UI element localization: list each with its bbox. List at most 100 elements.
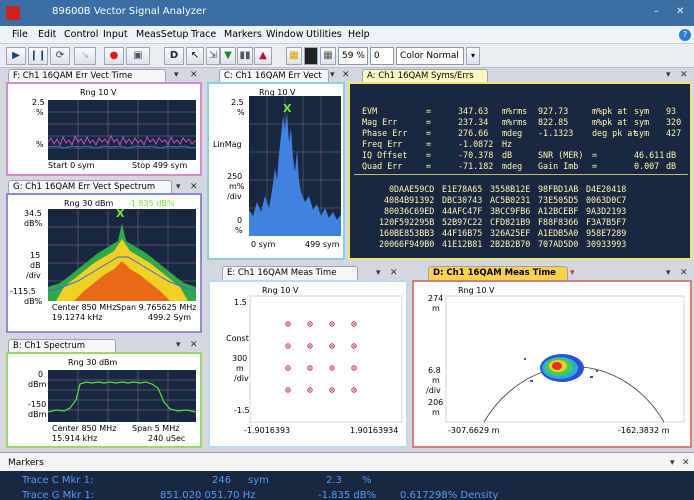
tab-f-err-vect-time[interactable]: F: Ch1 16QAM Err Vect Time	[8, 69, 166, 83]
step-icon[interactable]: ↘	[74, 47, 96, 65]
panel-b-time: 240 uSec	[148, 434, 186, 443]
constellation-point-center	[287, 323, 289, 325]
evm-metric-cell: mdeg	[502, 128, 523, 138]
evm-metric-cell: =	[426, 128, 432, 138]
panel-c-menu-icon[interactable]: ▾	[330, 70, 335, 80]
evm-metric-cell: 427	[666, 128, 682, 138]
constellation-point-center	[287, 367, 289, 369]
pointer-icon[interactable]: ↖	[186, 47, 204, 65]
tab-b-spectrum[interactable]: B: Ch1 Spectrum	[8, 339, 116, 353]
panel-d-menu-icon[interactable]: ▾	[666, 268, 671, 278]
panel-d-close-icon[interactable]: ✕	[680, 268, 688, 278]
panel-g-plot[interactable]	[8, 195, 200, 331]
constellation-point	[351, 365, 357, 371]
restart-icon[interactable]: ⟳	[50, 47, 70, 65]
panel-a-syms-errs: EVM = 347.63 m%rms 927.73 m%pk at sym 93 Mag Err…	[348, 82, 692, 260]
panel-b-rbw: 15.914 kHz	[52, 434, 98, 443]
symbol-hex-value: DBC30743	[442, 195, 483, 205]
panel-e-y-mid-unit1: m	[236, 364, 244, 373]
evm-metric-cell: 927.73	[538, 106, 569, 116]
tab-a-syms-errs[interactable]: A: Ch1 16QAM Syms/Errs	[362, 69, 488, 83]
peak-icon[interactable]: ▲	[254, 47, 272, 65]
close-window-icon[interactable]: ✕	[676, 6, 685, 17]
panel-e-y-bot: -1.5	[234, 406, 250, 415]
value-field[interactable]: 0	[370, 47, 394, 65]
tab-d-meas-time[interactable]: D: Ch1 16QAM Meas Time	[428, 266, 568, 280]
constellation-point	[329, 343, 335, 349]
evm-metric-cell: m%rms	[502, 106, 528, 116]
color-mode-dropdown-icon[interactable]: ▾	[466, 47, 480, 65]
panel-e-plot[interactable]	[210, 282, 406, 446]
menu-window[interactable]: Window	[266, 29, 304, 40]
panel-a-menu-icon[interactable]: ▾	[666, 70, 671, 80]
bars-icon[interactable]: ▮▮	[237, 47, 253, 65]
menu-file[interactable]: File	[12, 29, 28, 40]
tab-g-err-vect-spectrum[interactable]: G: Ch1 16QAM Err Vect Spectrum	[8, 180, 172, 194]
evm-metric-cell: sym	[634, 106, 650, 116]
evm-metric-cell: dB	[666, 161, 677, 171]
panel-c-y-label: LinMag	[213, 140, 242, 149]
layout-icon[interactable]: ▦	[286, 47, 302, 65]
panel-f-close-icon[interactable]: ✕	[190, 70, 198, 80]
panel-e-menu-icon[interactable]: ▾	[376, 268, 381, 278]
menu-meassetup[interactable]: MeasSetup	[136, 29, 189, 40]
panel-f-plot[interactable]	[8, 84, 200, 174]
panel-b-close-icon[interactable]: ✕	[190, 340, 198, 350]
panel-g-menu-icon[interactable]: ▾	[176, 182, 181, 192]
panel-g-y-mid-unit1: dB	[30, 261, 41, 270]
evm-metric-cell: m%rms	[502, 117, 528, 127]
marker-down-icon[interactable]: ▼	[220, 47, 236, 65]
panel-g-span: Span 9.765625 MHz	[116, 303, 197, 312]
panel-a-close-icon[interactable]: ✕	[680, 70, 688, 80]
pause-icon[interactable]: ❙❙	[28, 47, 48, 65]
symbol-row-index: 200	[379, 239, 395, 249]
panel-d-dropdown-icon[interactable]: ▾	[570, 268, 575, 278]
tab-e-meas-time[interactable]: E: Ch1 16QAM Meas Time	[222, 266, 358, 280]
play-icon[interactable]: ▶	[6, 47, 26, 65]
panel-g-marker-icon[interactable]: X	[116, 207, 125, 220]
evm-metric-cell: Quad Err	[362, 161, 403, 171]
tab-c-err-vect[interactable]: C: Ch1 16QAM Err Vect	[219, 69, 329, 83]
zoom-level-field[interactable]: 59 %	[338, 47, 368, 65]
panel-e-close-icon[interactable]: ✕	[390, 268, 398, 278]
menu-utilities[interactable]: Utilities	[306, 29, 342, 40]
symbol-hex-value: 98FBD1AB	[538, 184, 579, 194]
panel-c-plot[interactable]	[209, 84, 343, 258]
menu-input[interactable]: Input	[103, 29, 128, 40]
panel-e-x-start: -1.9016393	[244, 426, 291, 435]
panel-d-plot[interactable]	[414, 282, 690, 446]
markers-close-icon[interactable]: ✕	[682, 458, 690, 468]
evm-metric-cell: IQ Offset	[362, 150, 408, 160]
minimize-icon[interactable]: –	[654, 6, 659, 17]
recall-icon[interactable]: ▣	[126, 47, 150, 65]
panel-f-menu-icon[interactable]: ▾	[174, 70, 179, 80]
panel-g-marker-value: -1.835 dB%	[128, 199, 175, 208]
constellation-point-center	[287, 389, 289, 391]
menu-help[interactable]: Help	[348, 29, 370, 40]
evm-metric-cell: -1.1323	[538, 128, 574, 138]
panel-b-menu-icon[interactable]: ▾	[176, 340, 181, 350]
menu-trace[interactable]: Trace	[191, 29, 217, 40]
panel-c-y-top: 2.5	[231, 98, 244, 107]
constellation-point	[307, 387, 313, 393]
panel-c-close-icon[interactable]: ✕	[342, 70, 350, 80]
panel-c-marker-icon[interactable]: X	[283, 102, 292, 115]
menu-edit[interactable]: Edit	[38, 29, 57, 40]
color-mode-select[interactable]: Color Normal	[396, 47, 464, 65]
symbol-hex-value: 3558B12E	[490, 184, 531, 194]
panel-b-plot[interactable]	[8, 354, 200, 446]
grid-icon[interactable]: ▦	[320, 47, 336, 65]
record-icon[interactable]: ●	[104, 47, 124, 65]
menu-control[interactable]: Control	[64, 29, 99, 40]
menu-markers[interactable]: Markers	[224, 29, 262, 40]
panel-g-close-icon[interactable]: ✕	[190, 182, 198, 192]
constellation-point	[329, 387, 335, 393]
zoom-tool-icon[interactable]: ⇲	[206, 47, 220, 65]
symbol-hex-value: BE853BB3	[394, 228, 435, 238]
display-icon[interactable]: D	[164, 47, 184, 65]
panel-b-spectrum: Rng 30 dBm 0 dBm -150 dBm Center 850 MHz…	[6, 352, 202, 448]
color-scheme-icon[interactable]	[304, 47, 318, 65]
markers-menu-icon[interactable]: ▾	[670, 458, 675, 468]
help-icon[interactable]: ?	[679, 29, 691, 41]
